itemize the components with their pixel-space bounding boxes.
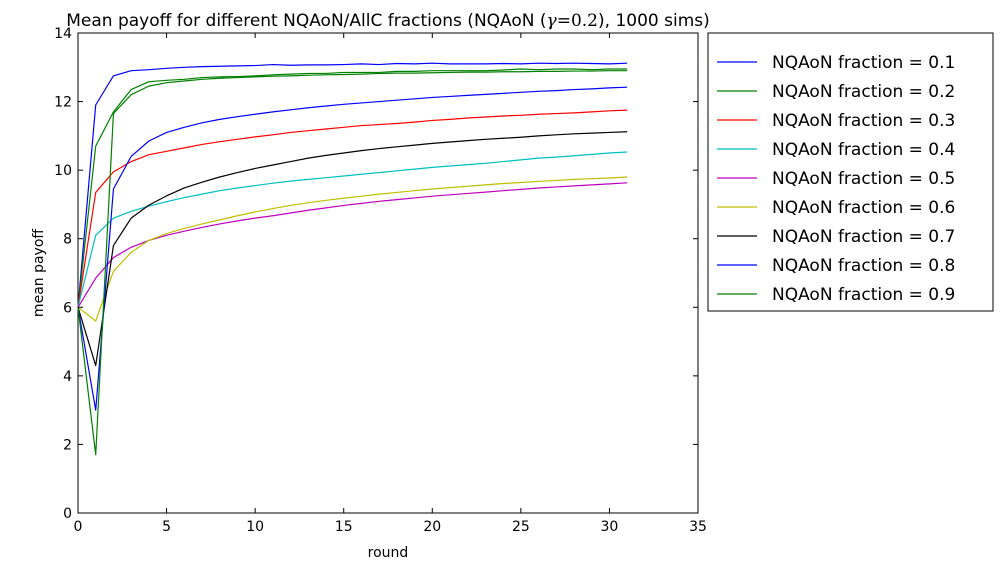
plot-area xyxy=(77,32,699,514)
series-line-5 xyxy=(77,176,628,322)
series-line-3 xyxy=(77,151,628,308)
chart-title: Mean payoff for different NQAoN/AllC fra… xyxy=(66,11,710,31)
x-tick-label: 0 xyxy=(74,519,83,535)
legend-label-4: NQAoN fraction = 0.5 xyxy=(772,169,955,189)
x-tick-label: 5 xyxy=(162,519,171,535)
y-tick-label: 2 xyxy=(63,437,72,453)
legend-entries: NQAoN fraction = 0.1 NQAoN fraction = 0.2… xyxy=(717,53,955,305)
y-tick-label: 6 xyxy=(63,300,72,316)
tick-layer: 0 5 10 15 20 25 30 35 0 2 4 6 8 10 12 14 xyxy=(54,26,707,535)
y-tick-label: 0 xyxy=(63,506,72,522)
chart-title-prefix: Mean payoff for different NQAoN/AllC fra… xyxy=(66,11,546,31)
series-line-1 xyxy=(77,68,628,308)
legend-label-2: NQAoN fraction = 0.3 xyxy=(772,111,955,131)
chart-title-gamma-value: 0.2 xyxy=(571,11,598,31)
y-tick-label: 4 xyxy=(63,369,72,385)
x-axis-label: round xyxy=(368,545,409,561)
series-line-6 xyxy=(77,131,628,367)
x-tick-label: 25 xyxy=(512,519,530,535)
legend-label-1: NQAoN fraction = 0.2 xyxy=(772,82,955,102)
chart-title-suffix: ), 1000 sims) xyxy=(598,11,710,31)
x-tick-label: 10 xyxy=(246,519,264,535)
y-tick-label: 8 xyxy=(63,232,72,248)
x-tick-label: 35 xyxy=(689,519,707,535)
y-tick-label: 10 xyxy=(54,163,72,179)
series-layer xyxy=(77,62,628,456)
x-tick-label: 20 xyxy=(423,519,441,535)
x-tick-label: 30 xyxy=(601,519,619,535)
legend-label-6: NQAoN fraction = 0.7 xyxy=(772,227,955,247)
chart-title-gamma-symbol: γ xyxy=(547,11,558,31)
legend-label-0: NQAoN fraction = 0.1 xyxy=(772,53,955,73)
y-tick-label: 14 xyxy=(54,26,72,42)
y-tick-label: 12 xyxy=(54,95,72,111)
legend-label-3: NQAoN fraction = 0.4 xyxy=(772,140,955,160)
series-line-8 xyxy=(77,70,628,456)
series-line-4 xyxy=(77,182,628,308)
chart-title-equals: = xyxy=(557,11,571,31)
legend-label-8: NQAoN fraction = 0.9 xyxy=(772,285,955,305)
x-tick-label: 15 xyxy=(335,519,353,535)
legend-label-5: NQAoN fraction = 0.6 xyxy=(772,198,955,218)
series-line-2 xyxy=(77,109,628,308)
series-line-0 xyxy=(77,62,628,308)
y-axis-label: mean payoff xyxy=(31,229,47,317)
legend-label-7: NQAoN fraction = 0.8 xyxy=(772,256,955,276)
series-line-7 xyxy=(77,86,628,411)
